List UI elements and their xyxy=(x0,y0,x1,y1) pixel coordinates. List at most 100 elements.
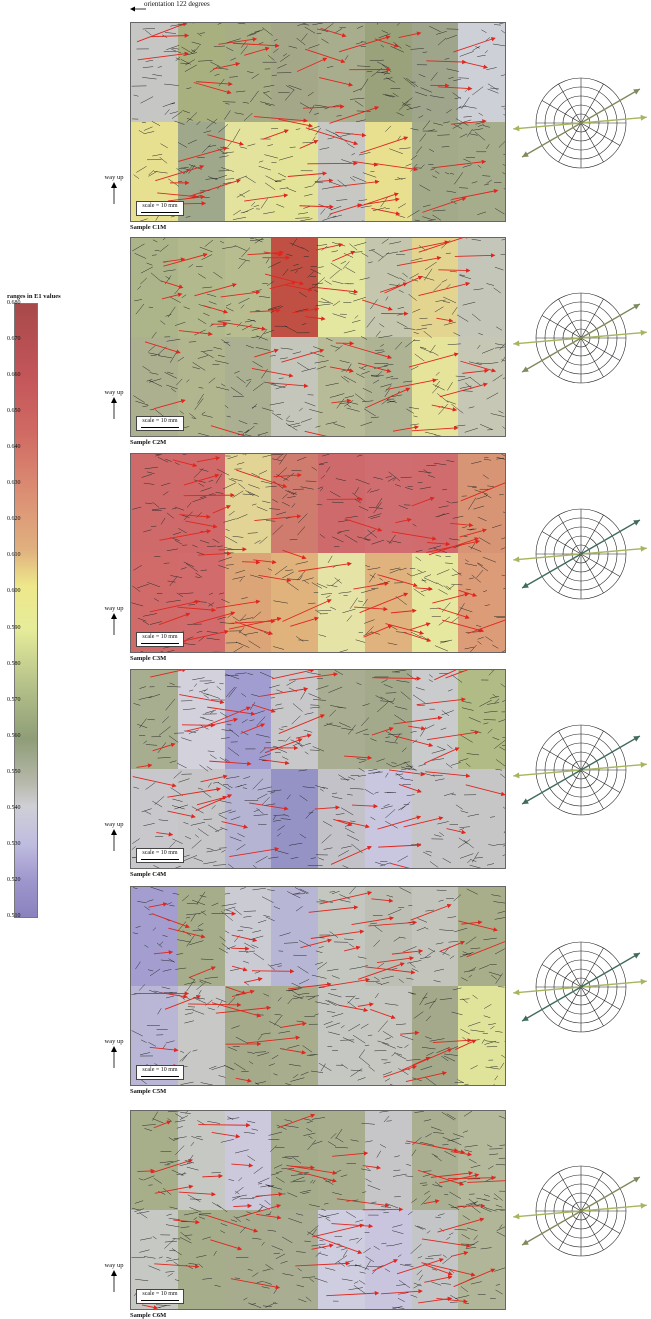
grid-cell xyxy=(364,769,412,868)
trace-segment xyxy=(486,392,499,400)
grid-cell xyxy=(177,337,225,436)
trace-segment xyxy=(264,1199,271,1206)
trace-segment xyxy=(468,577,474,580)
trace-segment xyxy=(278,172,287,178)
trace-segment xyxy=(494,948,505,955)
vector-arrow xyxy=(331,1223,374,1229)
trace-segment xyxy=(270,707,284,711)
vector-arrow xyxy=(161,292,183,300)
trace-segment xyxy=(292,1074,299,1079)
trace-segment xyxy=(379,1111,390,1113)
vector-arrow xyxy=(450,1151,473,1157)
trace-segment xyxy=(198,636,205,642)
trace-segment xyxy=(242,787,248,789)
way-up-label: way up xyxy=(104,174,124,181)
trace-segment xyxy=(379,577,383,581)
trace-segment xyxy=(488,1153,499,1156)
trace-segment xyxy=(365,1178,372,1183)
vector-arrow xyxy=(333,818,353,827)
trace-segment xyxy=(495,1284,501,1286)
way-up-indicator: way up xyxy=(102,389,126,419)
trace-segment xyxy=(354,487,360,495)
trace-segment xyxy=(142,66,154,68)
trace-segment xyxy=(488,670,495,676)
trace-segment xyxy=(166,512,175,519)
trace-segment xyxy=(167,1159,180,1165)
trace-segment xyxy=(318,1252,328,1256)
trace-segment xyxy=(139,1212,148,1219)
trace-segment xyxy=(437,746,446,751)
trace-segment xyxy=(494,266,504,271)
trace-segment xyxy=(416,327,427,331)
trace-segment xyxy=(273,814,286,816)
trace-segment xyxy=(449,955,455,959)
trace-segment xyxy=(227,863,234,868)
trace-segment xyxy=(500,1062,505,1069)
grid-cell xyxy=(224,23,272,122)
vector-arrow xyxy=(271,670,315,680)
vector-arrow xyxy=(151,1158,193,1174)
trace-segment xyxy=(396,680,410,683)
vector-arrow xyxy=(244,46,270,56)
trace-segment xyxy=(477,563,489,572)
vector-arrow xyxy=(242,560,261,565)
trace-segment xyxy=(463,969,476,973)
trace-segment xyxy=(198,482,205,487)
trace-segment xyxy=(204,976,219,979)
trace-segment xyxy=(229,836,242,842)
grid-cell xyxy=(458,337,505,436)
trace-segment xyxy=(277,965,282,967)
vector-arrow xyxy=(318,977,371,988)
trace-segment xyxy=(496,1226,505,1231)
trace-segment xyxy=(158,355,173,359)
rose-spoke xyxy=(580,553,621,577)
rose-arrowhead xyxy=(522,151,529,157)
trace-segment xyxy=(495,1289,503,1295)
trace-segment xyxy=(312,23,323,26)
trace-segment xyxy=(355,1219,364,1223)
vector-arrow xyxy=(459,528,487,538)
trace-segment xyxy=(313,699,326,701)
trace-segment xyxy=(315,425,321,428)
trace-segment xyxy=(443,321,456,326)
rose-spoke xyxy=(580,769,604,810)
rose-arrowhead xyxy=(633,736,640,742)
trace-segment xyxy=(186,979,195,992)
trace-segment xyxy=(162,935,168,937)
trace-segment xyxy=(459,133,468,138)
trace-segment xyxy=(395,484,401,487)
trace-segment xyxy=(251,503,257,506)
trace-segment xyxy=(287,1192,298,1198)
trace-segment xyxy=(462,998,468,1004)
trace-segment xyxy=(199,32,205,34)
trace-segment xyxy=(162,969,172,972)
trace-segment xyxy=(364,619,375,624)
trace-segment xyxy=(443,792,455,796)
vector-arrow xyxy=(173,1219,200,1225)
trace-segment xyxy=(400,778,414,781)
trace-segment xyxy=(367,529,377,538)
trace-segment xyxy=(252,1272,259,1277)
trace-segment xyxy=(415,556,422,561)
trace-segment xyxy=(236,1256,249,1259)
trace-segment xyxy=(174,1279,180,1281)
trace-segment xyxy=(453,78,462,82)
trace-segment xyxy=(355,42,363,45)
trace-segment xyxy=(416,1269,423,1276)
trace-segment xyxy=(442,489,447,491)
trace-segment xyxy=(331,890,340,895)
trace-segment xyxy=(415,549,423,553)
trace-segment xyxy=(194,398,204,410)
trace-segment xyxy=(273,1252,281,1255)
trace-segment xyxy=(262,454,273,458)
trace-segment xyxy=(490,1066,498,1068)
trace-segment xyxy=(380,700,393,702)
trace-segment xyxy=(360,588,376,594)
trace-segment xyxy=(265,1264,274,1270)
trace-segment xyxy=(375,695,384,700)
trace-segment xyxy=(422,216,434,221)
vector-arrow xyxy=(155,164,205,182)
rose-spoke xyxy=(580,730,604,771)
trace-segment xyxy=(359,277,370,281)
trace-segment xyxy=(199,716,205,719)
